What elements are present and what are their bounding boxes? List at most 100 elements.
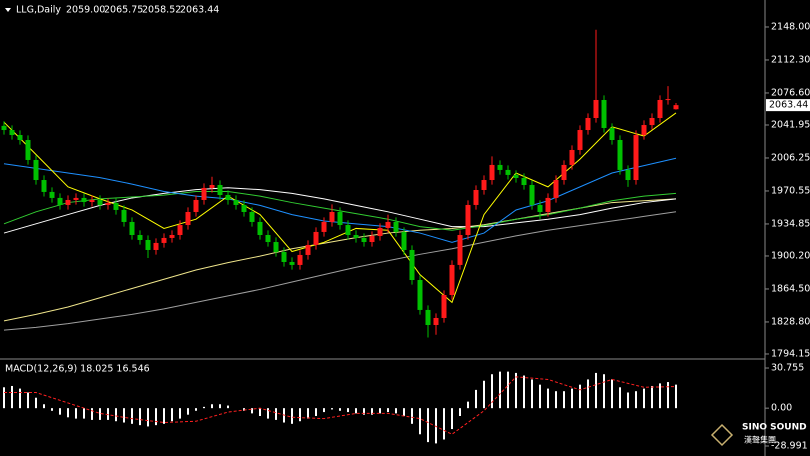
candle-body (345, 225, 351, 236)
macd-bar (99, 408, 101, 420)
candle-body (1, 125, 7, 131)
candle-body (249, 211, 255, 222)
candle-body (177, 225, 183, 236)
candle-body (129, 221, 135, 236)
macd-bar (331, 408, 333, 410)
macd-bar (179, 408, 181, 419)
current-price-label: 2063.44 (769, 100, 808, 111)
macd-bar (635, 391, 637, 409)
macd-bar (59, 408, 61, 415)
macd-bar (659, 383, 661, 409)
macd-bar (155, 408, 157, 426)
macd-bar (211, 404, 213, 409)
macd-bar (355, 408, 357, 414)
current-price-box (766, 99, 810, 112)
macd-bar (123, 408, 125, 423)
candle-body (113, 202, 119, 210)
candle-body (641, 125, 647, 136)
candle-body (649, 118, 655, 126)
macd-bar (603, 374, 605, 409)
candle-body (321, 221, 327, 232)
candle-body (425, 309, 431, 326)
candle-body (65, 199, 71, 205)
logo-icon (710, 423, 734, 447)
candle-body (393, 221, 399, 232)
logo-name: SINO SOUND (742, 423, 807, 433)
candle-body (265, 235, 271, 243)
candle-body (193, 199, 199, 212)
symbol: LLG,Daily (16, 5, 61, 16)
candle-body (577, 130, 583, 150)
candle-body (553, 180, 559, 198)
candle-body (49, 191, 55, 198)
candle-body (33, 159, 39, 181)
macd-bar (427, 408, 429, 443)
macd-bar (75, 408, 77, 419)
candle-body (521, 177, 527, 186)
candle-body (361, 237, 367, 243)
macd-bar (435, 408, 437, 444)
candle-body (209, 185, 215, 188)
candle-body (569, 149, 575, 165)
macd-bar (267, 408, 269, 419)
candle-body (401, 231, 407, 250)
macd-bar (667, 382, 669, 409)
header-low: 2058.52 (142, 5, 181, 16)
macd-bar (115, 408, 117, 422)
macd-bar (579, 384, 581, 409)
macd-bar (203, 406, 205, 409)
macd-bar (139, 408, 141, 426)
macd-bar (291, 408, 293, 424)
candle-body (513, 174, 519, 178)
candle-body (489, 164, 495, 181)
macd-bar (627, 392, 629, 409)
candle-body (305, 244, 311, 255)
candle-body (585, 118, 591, 131)
macd-bar (11, 385, 13, 409)
candle-body (505, 169, 511, 175)
dropdown-icon[interactable] (5, 8, 11, 12)
candle-body (441, 294, 447, 318)
macd-bar (547, 388, 549, 409)
candle-body (625, 169, 631, 181)
macd-bar (227, 405, 229, 409)
y-tick-label: 1828.80 (771, 316, 810, 327)
candle-body (617, 140, 623, 170)
candle-body (609, 127, 615, 141)
candle-body (417, 280, 423, 310)
macd-bar (459, 408, 461, 416)
macd-bar (43, 404, 45, 409)
candle-body (473, 189, 479, 205)
candle-body (185, 211, 191, 226)
macd-bar (515, 372, 517, 409)
candle-body (337, 211, 343, 226)
candle-body (673, 105, 679, 110)
macd-bar (555, 391, 557, 409)
candle-body (121, 209, 127, 222)
macd-bar (411, 408, 413, 424)
logo: SINO SOUND 漢聲集團 (710, 423, 807, 447)
y-tick-label: 1970.55 (771, 185, 810, 196)
candle-body (137, 235, 143, 240)
candle-body (153, 242, 159, 250)
candle-body (497, 164, 503, 170)
macd-bar (131, 408, 133, 424)
macd-bar (467, 401, 469, 409)
candle-body (409, 249, 415, 281)
macd-bar (67, 408, 69, 418)
macd-tick-label: 30.755 (771, 363, 804, 374)
candle-body (465, 204, 471, 236)
candle-body (665, 99, 671, 101)
macd-bar (171, 408, 173, 422)
candle-body (601, 99, 607, 128)
candle-body (273, 242, 279, 253)
macd-bar (499, 371, 501, 409)
macd-bar (315, 408, 317, 416)
candle-body (25, 140, 31, 160)
macd-bar (323, 408, 325, 413)
candle-body (657, 99, 663, 119)
macd-bar (91, 408, 93, 420)
y-tick-label: 2041.95 (771, 119, 810, 130)
macd-tick-label: -28.991 (771, 441, 808, 452)
